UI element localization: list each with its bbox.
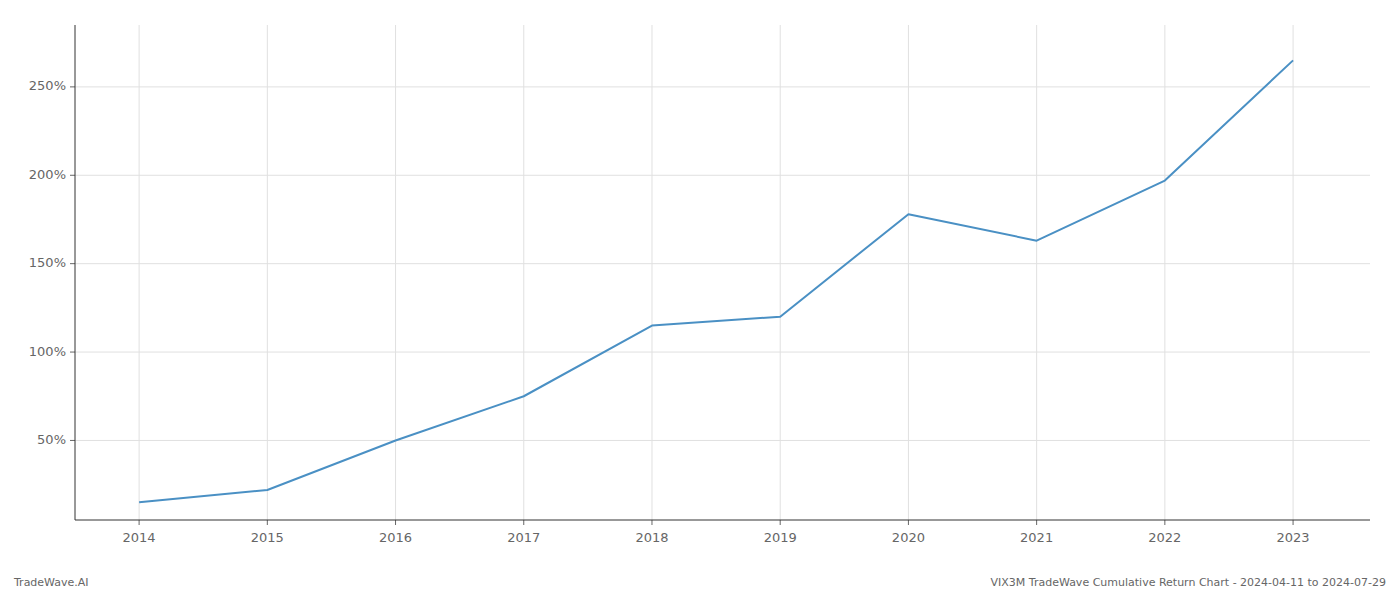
x-tick bbox=[1164, 520, 1165, 525]
grid bbox=[75, 25, 1370, 520]
y-tick-label: 200% bbox=[29, 167, 66, 182]
x-tick-label: 2015 bbox=[251, 530, 284, 545]
x-tick bbox=[1293, 520, 1294, 525]
y-grid-line bbox=[75, 175, 1370, 176]
y-grid-line bbox=[75, 263, 1370, 264]
x-grid-line bbox=[780, 25, 781, 520]
plot-area bbox=[139, 60, 1293, 502]
x-grid-line bbox=[267, 25, 268, 520]
x-tick-label: 2017 bbox=[507, 530, 540, 545]
x-grid-line bbox=[908, 25, 909, 520]
x-grid-line bbox=[395, 25, 396, 520]
y-tick bbox=[70, 440, 75, 441]
x-tick-label: 2021 bbox=[1020, 530, 1053, 545]
x-grid-line bbox=[1164, 25, 1165, 520]
x-axis-line bbox=[75, 520, 1370, 521]
x-tick-label: 2014 bbox=[123, 530, 156, 545]
y-tick-label: 100% bbox=[29, 344, 66, 359]
x-tick-label: 2023 bbox=[1277, 530, 1310, 545]
x-grid-line bbox=[1293, 25, 1294, 520]
y-grid-line bbox=[75, 440, 1370, 441]
y-grid-line bbox=[75, 352, 1370, 353]
x-tick bbox=[267, 520, 268, 525]
x-tick-label: 2022 bbox=[1148, 530, 1181, 545]
x-grid-line bbox=[651, 25, 652, 520]
y-tick-label: 150% bbox=[29, 255, 66, 270]
chart-svg: 50% 100% 150% 200% 250% 2014 2015 2016 2017 2018 2… bbox=[0, 0, 1400, 600]
y-tick bbox=[70, 86, 75, 87]
x-tick bbox=[908, 520, 909, 525]
x-grid-line bbox=[1036, 25, 1037, 520]
x-grid-line bbox=[523, 25, 524, 520]
chart-container: 50% 100% 150% 200% 250% 2014 2015 2016 2017 2018 2… bbox=[0, 0, 1400, 600]
x-tick-label: 2020 bbox=[892, 530, 925, 545]
y-tick bbox=[70, 263, 75, 264]
x-tick bbox=[780, 520, 781, 525]
x-grid-line bbox=[139, 25, 140, 520]
y-tick-label: 250% bbox=[29, 78, 66, 93]
data-line bbox=[139, 60, 1293, 502]
x-tick-label: 2016 bbox=[379, 530, 412, 545]
x-tick bbox=[139, 520, 140, 525]
y-tick bbox=[70, 352, 75, 353]
x-tick bbox=[395, 520, 396, 525]
x-tick bbox=[1036, 520, 1037, 525]
y-tick-label: 50% bbox=[37, 432, 66, 447]
y-axis-line bbox=[75, 25, 76, 520]
footer-right: VIX3M TradeWave Cumulative Return Chart … bbox=[991, 576, 1386, 589]
x-tick bbox=[523, 520, 524, 525]
y-grid-line bbox=[75, 86, 1370, 87]
axes: 50% 100% 150% 200% 250% 2014 2015 2016 2017 2018 2… bbox=[29, 25, 1370, 545]
footer-left: TradeWave.AI bbox=[13, 576, 89, 589]
x-tick-label: 2019 bbox=[764, 530, 797, 545]
x-tick-label: 2018 bbox=[635, 530, 668, 545]
y-tick bbox=[70, 175, 75, 176]
x-tick bbox=[651, 520, 652, 525]
